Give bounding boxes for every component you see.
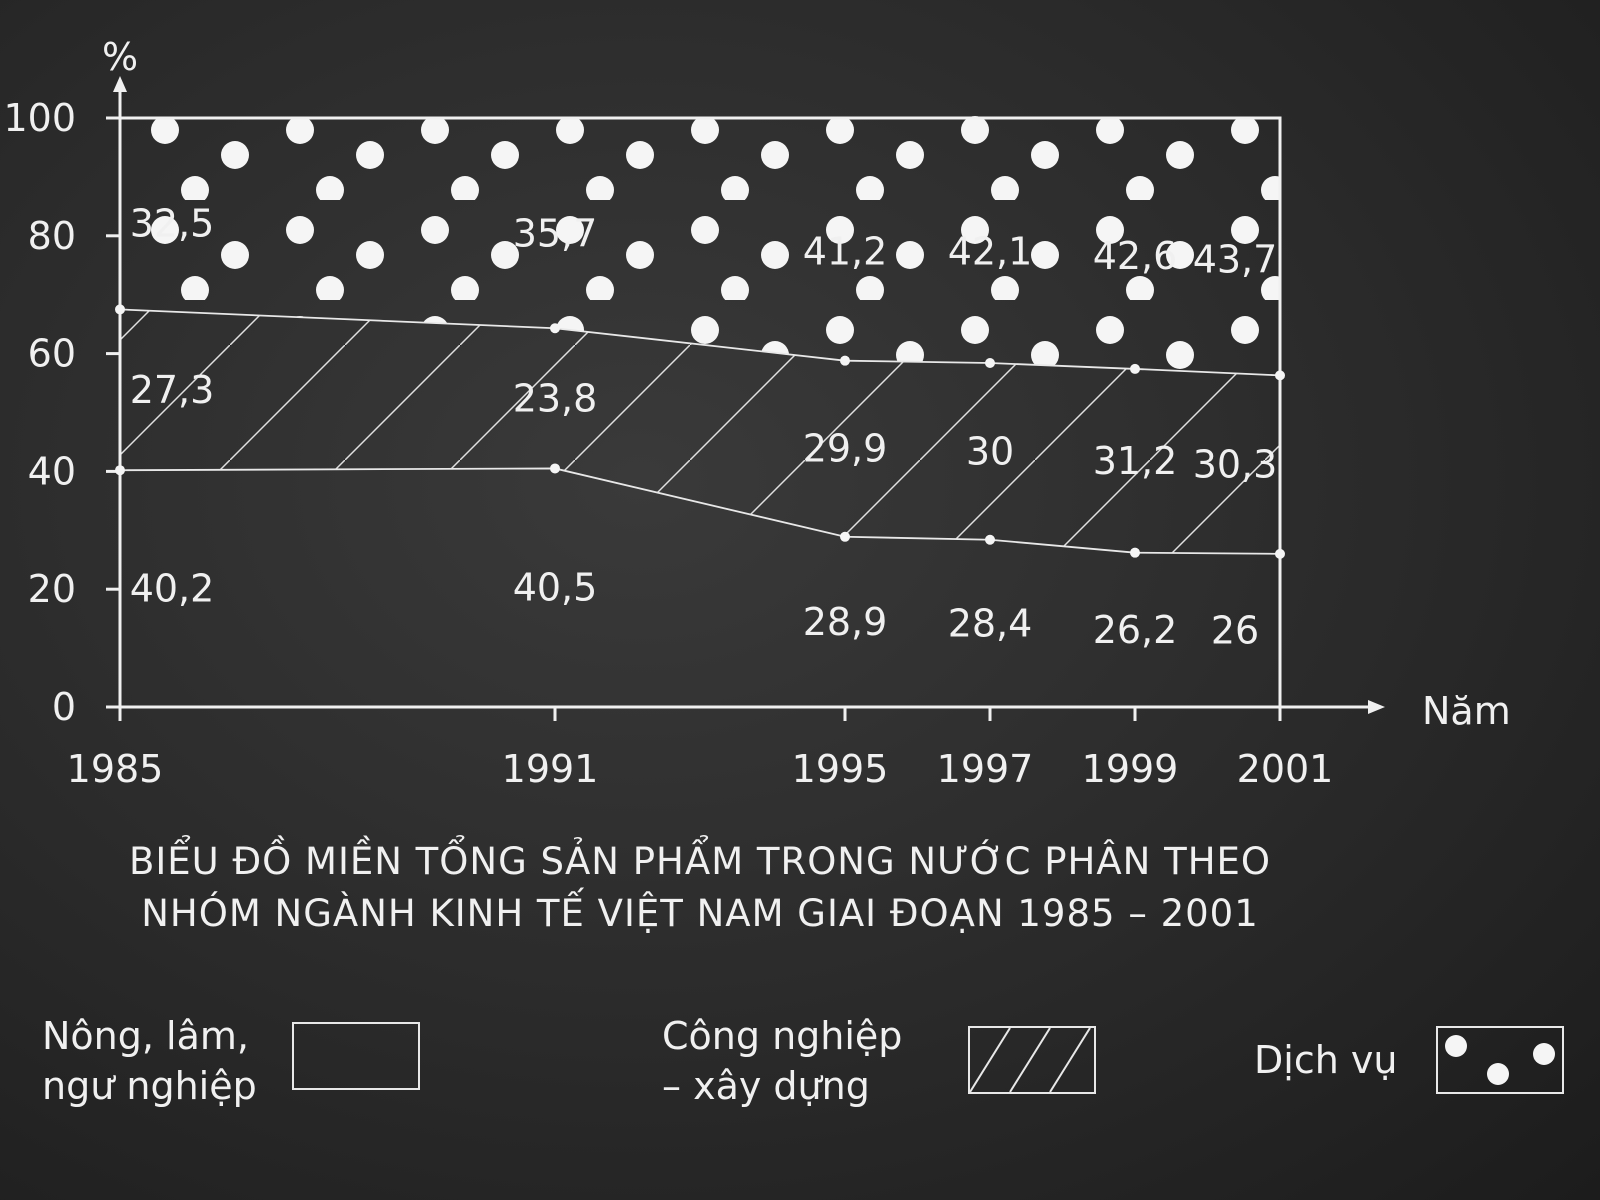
- boundary-point: [115, 304, 125, 315]
- boundary-point: [1130, 547, 1140, 558]
- data-label: 29,9: [803, 427, 888, 471]
- boundary-point: [115, 465, 125, 476]
- legend-agri-label-2: ngư nghiệp: [42, 1064, 257, 1108]
- data-label: 41,2: [803, 229, 888, 273]
- data-label: 30,3: [1193, 443, 1278, 487]
- data-label: 32,5: [130, 201, 215, 245]
- data-label: 30: [966, 429, 1014, 473]
- data-label: 35,7: [513, 212, 598, 256]
- data-label: 27,3: [130, 368, 215, 412]
- legend-agri-swatch: [292, 1022, 420, 1090]
- boundary-point: [985, 358, 995, 369]
- boundary-point: [1275, 370, 1285, 381]
- x-axis-arrow-icon: [1368, 700, 1385, 714]
- legend-agri-label-1: Nông, lâm,: [42, 1014, 249, 1058]
- x-axis-label: Năm: [1422, 689, 1511, 733]
- x-tick-label: 1991: [502, 747, 599, 791]
- y-tick-label: 100: [3, 96, 76, 140]
- boundary-point: [1130, 363, 1140, 374]
- data-label: 28,4: [948, 601, 1033, 645]
- chart-title-line1: BIỂU ĐỒ MIỀN TỔNG SẢN PHẨM TRONG NƯỚC PH…: [128, 840, 1272, 883]
- boundary-line-1: [119, 467, 1281, 555]
- boundary-point: [840, 355, 850, 366]
- boundary-point: [985, 534, 995, 545]
- boundary-point: [840, 531, 850, 542]
- data-label: 26,2: [1093, 608, 1178, 652]
- y-tick-label: 60: [28, 332, 76, 376]
- x-tick-label: 1997: [937, 747, 1034, 791]
- y-tick-label: 0: [52, 685, 76, 729]
- legend-ind-label-2: – xây dựng: [662, 1064, 870, 1108]
- data-label: 40,5: [513, 566, 598, 610]
- y-tick-label: 80: [28, 214, 76, 258]
- y-axis-arrow-icon: [113, 76, 127, 92]
- boundary-point: [550, 323, 560, 334]
- y-tick-label: 20: [28, 567, 76, 611]
- y-axis-label: %: [102, 35, 138, 79]
- x-tick-label: 1985: [67, 747, 164, 791]
- legend-ind-swatch: [968, 1026, 1096, 1094]
- data-label: 23,8: [513, 376, 598, 420]
- boundary-point: [550, 463, 560, 474]
- data-label: 40,2: [130, 567, 215, 611]
- area-3: [120, 115, 1280, 376]
- legend-ind-label-1: Công nghiệp: [662, 1014, 903, 1058]
- x-tick-label: 2001: [1237, 747, 1334, 791]
- legend-serv-swatch: [1436, 1026, 1564, 1094]
- data-label: 42,6: [1093, 234, 1178, 278]
- x-tick-label: 1995: [792, 747, 889, 791]
- data-label: 31,2: [1093, 439, 1178, 483]
- boundary-line-2: [119, 308, 1281, 377]
- x-tick-label: 1999: [1082, 747, 1179, 791]
- area-2: [120, 309, 1280, 554]
- data-label: 28,9: [803, 600, 888, 644]
- legend-serv-label: Dịch vụ: [1254, 1038, 1398, 1082]
- legend: Nông, lâm, ngư nghiệp Công nghiệp – xây …: [0, 1010, 1600, 1120]
- chart-title-line2: NHÓM NGÀNH KINH TẾ VIỆT NAM GIAI ĐOẠN 19…: [141, 892, 1259, 935]
- data-label: 42,1: [948, 229, 1033, 273]
- data-label: 26: [1211, 608, 1259, 652]
- y-tick-label: 40: [28, 449, 76, 493]
- boundary-point: [1275, 548, 1285, 559]
- data-label: 43,7: [1193, 238, 1278, 282]
